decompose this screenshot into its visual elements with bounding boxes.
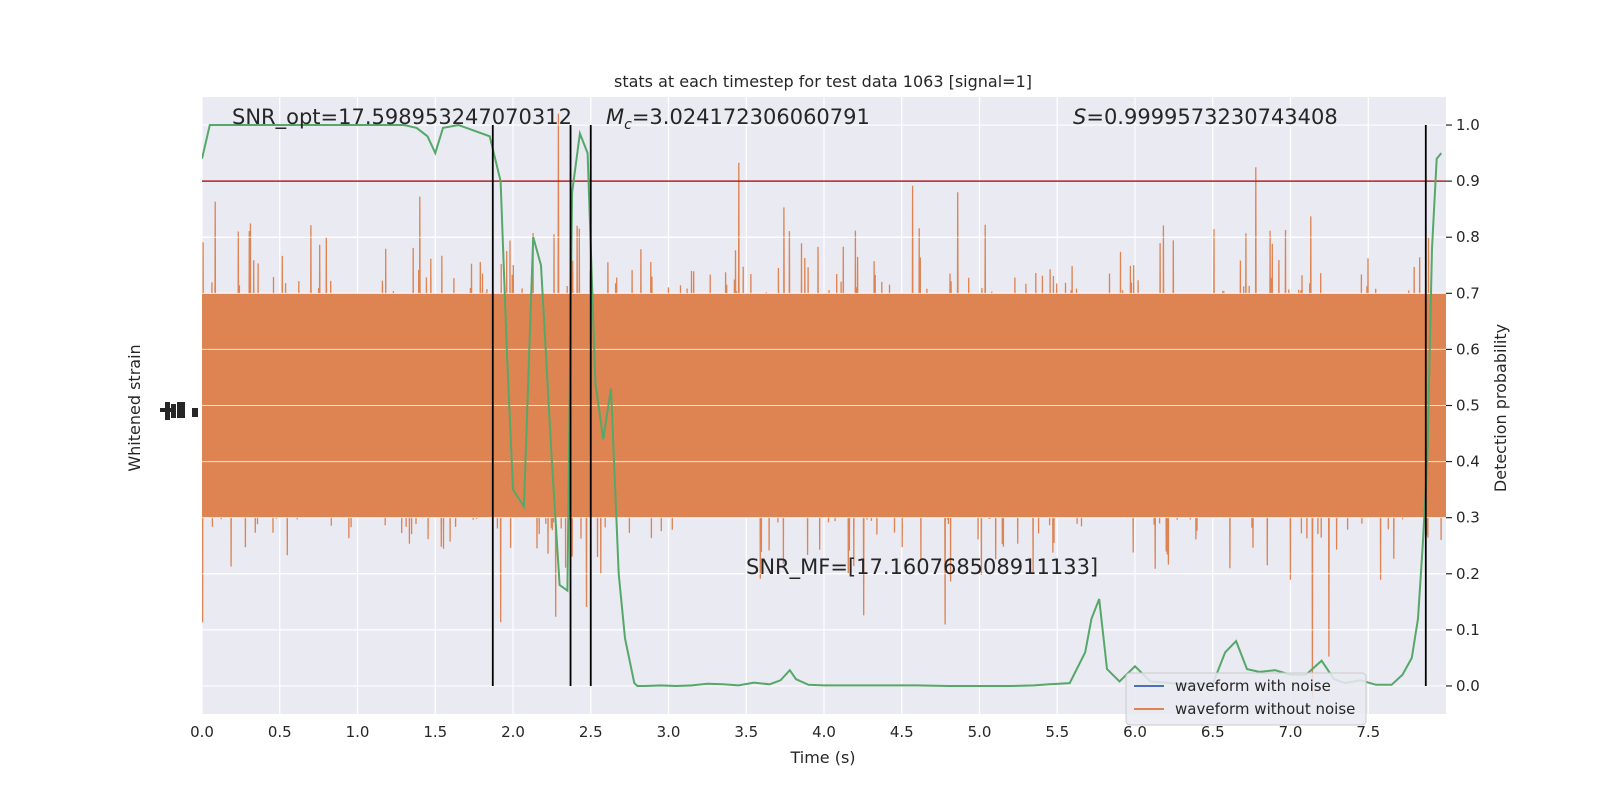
x-tick-label: 3.5 bbox=[734, 723, 758, 741]
legend-label-noise: waveform with noise bbox=[1175, 677, 1331, 695]
y-right-tick-label: 1.0 bbox=[1456, 116, 1480, 134]
annotation-snr-mf: SNR_MF=[17.160768508911133] bbox=[746, 555, 1098, 580]
y-right-tick-label: 0.9 bbox=[1456, 172, 1480, 190]
chart-title: stats at each timestep for test data 106… bbox=[614, 72, 1032, 91]
event-lines bbox=[491, 125, 1427, 686]
x-axis-label: Time (s) bbox=[789, 748, 855, 767]
x-tick-label: 0.5 bbox=[268, 723, 292, 741]
y-right-tick-label: 0.7 bbox=[1456, 284, 1480, 302]
y-right-tick-label: 0.1 bbox=[1456, 621, 1480, 639]
y-right-tick-label: 0.4 bbox=[1456, 453, 1480, 471]
series-waveform-without-noise bbox=[202, 113, 1446, 698]
x-tick-label: 2.0 bbox=[501, 723, 525, 741]
x-tick-label: 5.0 bbox=[968, 723, 992, 741]
x-tick-label: 7.5 bbox=[1356, 723, 1380, 741]
y-axis-label-right: Detection probability bbox=[1491, 324, 1510, 492]
annotation-score: S=0.9999573230743408 bbox=[1073, 105, 1338, 129]
x-tick-label: 0.0 bbox=[190, 723, 214, 741]
x-tick-label: 4.5 bbox=[890, 723, 914, 741]
y-right-tick-label: 0.3 bbox=[1456, 509, 1480, 527]
axes: 0.0 0.5 1.0 1.5 2.0 2.5 3.0 3.5 4.0 4.5 5.0 5.5 6.0 6… bbox=[190, 116, 1480, 741]
legend-frame bbox=[1125, 672, 1367, 726]
probability-line bbox=[202, 123, 1443, 688]
x-tick-label: 6.5 bbox=[1201, 723, 1225, 741]
legend-label-clean: waveform without noise bbox=[1175, 700, 1355, 718]
y-right-tick-label: 0.2 bbox=[1456, 565, 1480, 583]
y-right-tick-label: 0.6 bbox=[1456, 340, 1480, 358]
x-tick-label: 6.0 bbox=[1123, 723, 1147, 741]
x-tick-label: 2.5 bbox=[579, 723, 603, 741]
x-tick-label: 3.0 bbox=[657, 723, 681, 741]
x-tick-label: 1.0 bbox=[346, 723, 370, 741]
y-right-tick-label: 0.0 bbox=[1456, 677, 1480, 695]
left-axis-overlapping-ticks bbox=[160, 402, 198, 420]
x-tick-label: 5.5 bbox=[1045, 723, 1069, 741]
y-right-tick-label: 0.8 bbox=[1456, 228, 1480, 246]
series-detection-probability bbox=[202, 123, 1443, 688]
x-tick-label: 7.0 bbox=[1279, 723, 1303, 741]
x-tick-label: 4.0 bbox=[812, 723, 836, 741]
annotation-chirp-mass: Mc=3.024172306060791 bbox=[606, 105, 870, 133]
y-axis-label-left: Whitened strain bbox=[125, 344, 144, 471]
legend: waveform with noise waveform without noi… bbox=[1125, 672, 1367, 726]
x-tick-label: 1.5 bbox=[423, 723, 447, 741]
y-right-tick-label: 0.5 bbox=[1456, 397, 1480, 415]
annotation-snr-opt: SNR_opt=17.598953247070312 bbox=[232, 105, 572, 130]
